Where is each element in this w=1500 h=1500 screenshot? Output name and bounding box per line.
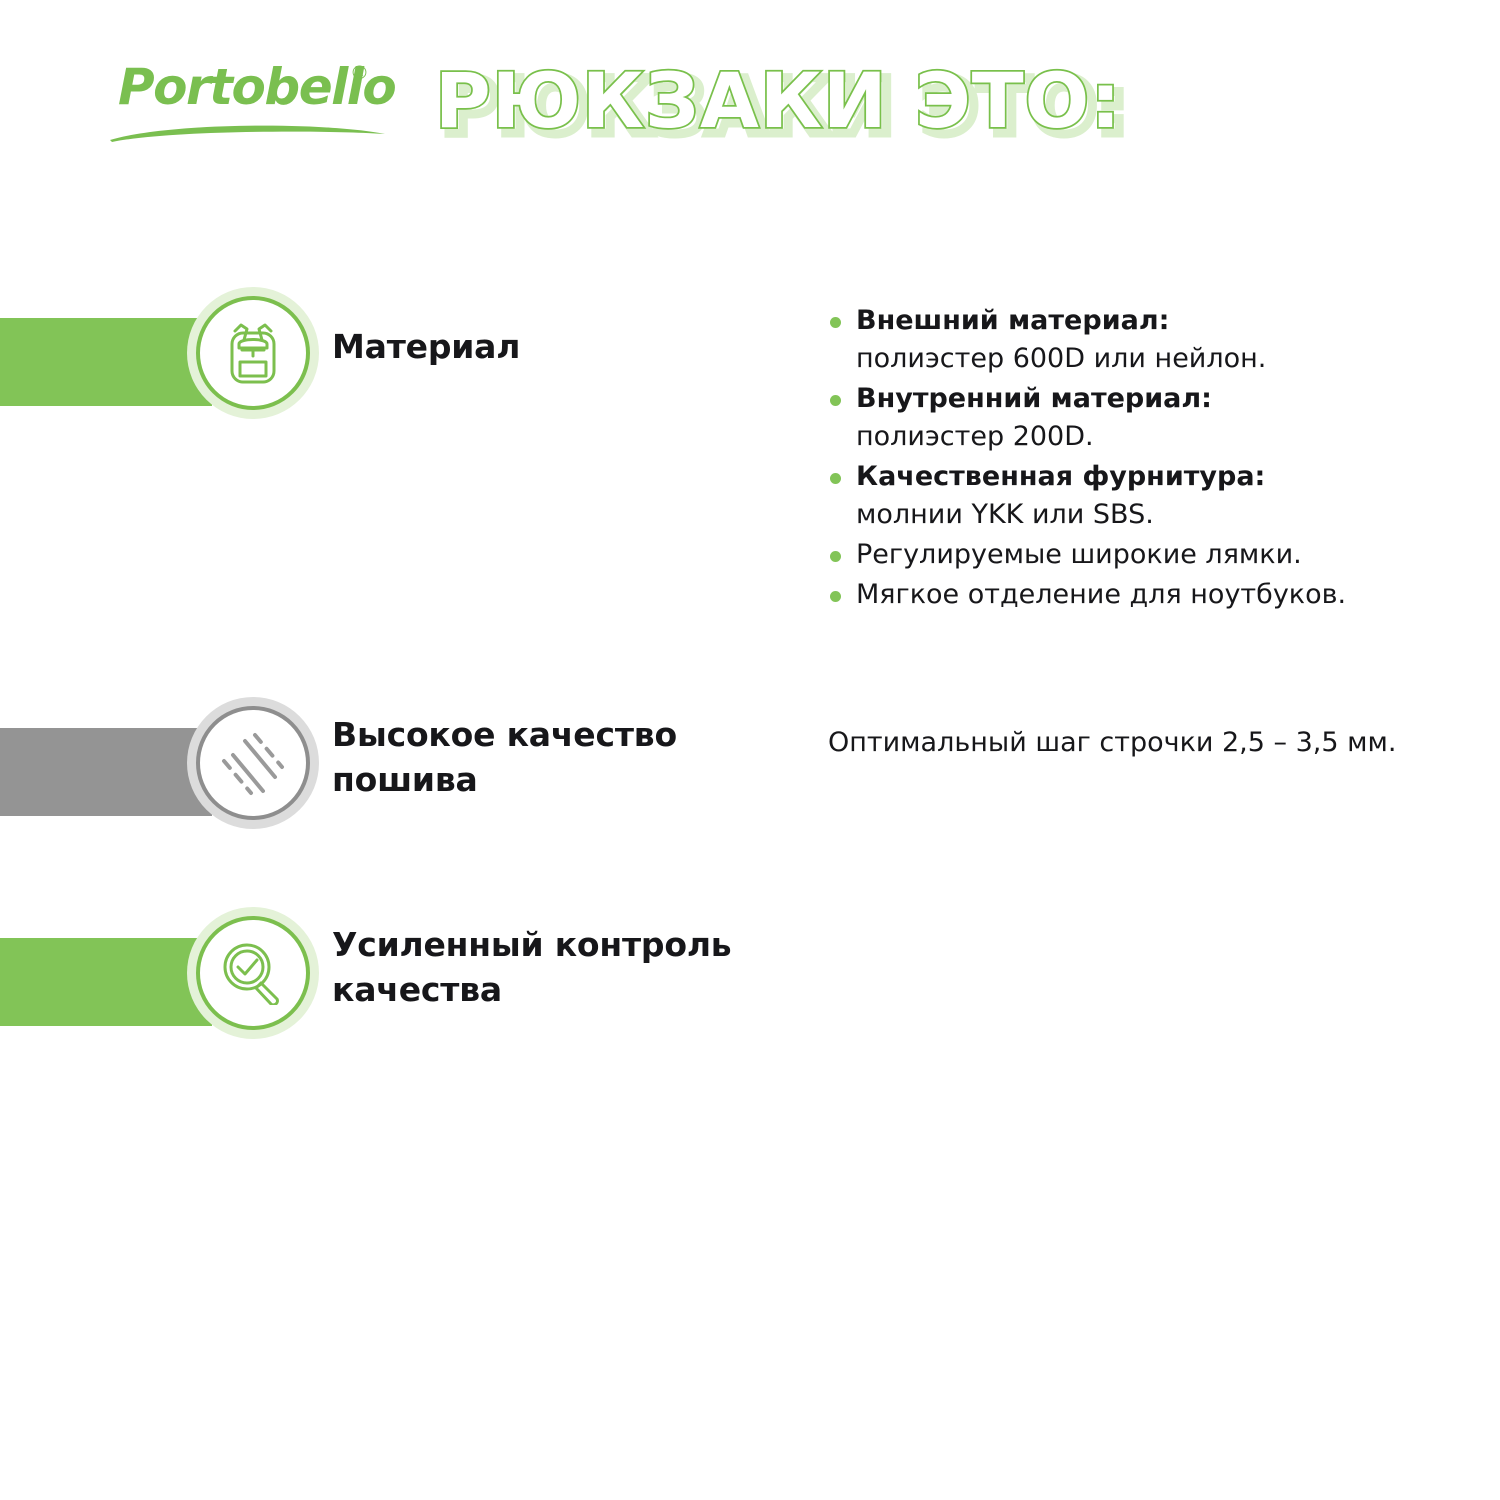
logo-swoosh-icon [110, 125, 385, 142]
list-item: Внутренний материал: полиэстер 200D. [828, 380, 1468, 456]
material-bullet-list: Внешний материал: полиэстер 600D или ней… [828, 302, 1468, 614]
feature-title-stitch: Высокое качество пошива [332, 715, 677, 799]
list-item-sub: полиэстер 200D. [856, 421, 1094, 452]
logo-wordmark: Portobello [118, 58, 397, 116]
list-item-sub: молнии YKK или SBS. [856, 499, 1154, 530]
list-item-sub: Мягкое отделение для ноутбуков. [856, 579, 1347, 610]
list-item-sub: Регулируемые широкие лямки. [856, 539, 1302, 570]
list-item: Регулируемые широкие лямки. [828, 536, 1468, 574]
registered-trademark-icon: ® [350, 62, 369, 84]
page-header: Portobello ® РЮКЗАКИ ЭТО: РЮКЗАКИ ЭТО: [0, 0, 1500, 180]
feature-details-stitch: Оптимальный шаг строчки 2,5 – 3,5 мм. [828, 724, 1468, 762]
icon-badge-quality-control [196, 916, 310, 1030]
stitch-note: Оптимальный шаг строчки 2,5 – 3,5 мм. [828, 727, 1397, 758]
icon-badge-material [196, 296, 310, 410]
feature-row-material: Материал Внешний материал: полиэстер 600… [0, 287, 1500, 610]
page-title-text: РЮКЗАКИ ЭТО: [433, 54, 1122, 147]
feature-row-quality-control: Усиленный контроль качества [0, 907, 1500, 1039]
magnifier-check-icon [223, 943, 279, 1005]
list-item: Качественная фурнитура: молнии YKK или S… [828, 458, 1468, 534]
page-title: РЮКЗАКИ ЭТО: РЮКЗАКИ ЭТО: [433, 52, 1175, 155]
icon-badge-stitch [196, 706, 310, 820]
accent-bar-quality-control [0, 938, 212, 1026]
page-title-shadow: РЮКЗАКИ ЭТО: [438, 58, 1133, 156]
feature-row-stitch: Высокое качество пошива Оптимальный шаг … [0, 697, 1500, 829]
list-item: Внешний материал: полиэстер 600D или ней… [828, 302, 1468, 378]
accent-bar-material [0, 318, 212, 406]
brand-logo: Portobello ® [110, 58, 398, 148]
feature-title-quality-control: Усиленный контроль качества [332, 925, 732, 1009]
stitch-icon [222, 733, 284, 795]
feature-title-material: Материал [332, 327, 521, 366]
backpack-icon [230, 323, 276, 384]
list-item-strong: Качественная фурнитура: [856, 461, 1266, 492]
list-item-strong: Внутренний материал: [856, 383, 1212, 414]
list-item-sub: полиэстер 600D или нейлон. [856, 343, 1267, 374]
list-item: Мягкое отделение для ноутбуков. [828, 576, 1468, 614]
accent-bar-stitch [0, 728, 212, 816]
list-item-strong: Внешний материал: [856, 305, 1170, 336]
feature-details-material: Внешний материал: полиэстер 600D или ней… [828, 302, 1468, 616]
